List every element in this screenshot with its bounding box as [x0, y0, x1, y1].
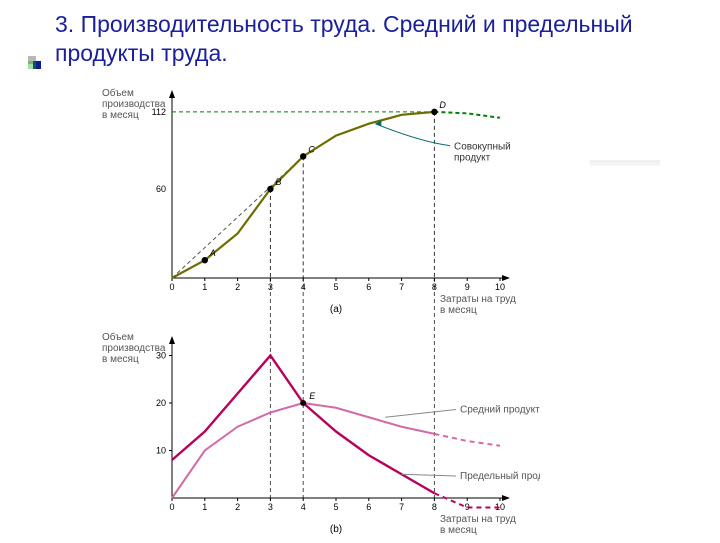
svg-text:C: C — [308, 144, 315, 154]
svg-text:(a): (a) — [330, 304, 342, 315]
svg-text:9: 9 — [465, 282, 470, 292]
decorative-smudge — [590, 160, 660, 166]
svg-text:7: 7 — [399, 502, 404, 512]
svg-text:E: E — [309, 391, 316, 401]
svg-text:Предельный продукт: Предельный продукт — [460, 471, 540, 482]
svg-text:1: 1 — [202, 282, 207, 292]
svg-text:в месяц: в месяц — [440, 305, 477, 316]
svg-text:8: 8 — [432, 502, 437, 512]
svg-text:производства: производства — [102, 343, 166, 354]
svg-text:10: 10 — [495, 282, 505, 292]
accent-sq-3 — [28, 61, 36, 69]
slide-bullet-accent — [28, 56, 42, 70]
svg-text:1: 1 — [202, 502, 207, 512]
svg-text:0: 0 — [169, 282, 174, 292]
svg-text:D: D — [439, 100, 446, 110]
slide-title: 3. Производительность труда. Средний и п… — [55, 10, 675, 68]
svg-text:Средний продукт: Средний продукт — [460, 405, 540, 416]
svg-text:60: 60 — [156, 184, 166, 194]
svg-text:7: 7 — [399, 282, 404, 292]
svg-text:в месяц: в месяц — [102, 110, 139, 121]
svg-text:Затраты на труд: Затраты на труд — [440, 294, 516, 305]
svg-text:0: 0 — [169, 502, 174, 512]
svg-text:4: 4 — [301, 502, 306, 512]
svg-text:Объем: Объем — [102, 331, 134, 343]
charts-svg: 01234567891060112Объемпроизводствав меся… — [100, 78, 540, 538]
svg-text:6: 6 — [366, 282, 371, 292]
svg-text:5: 5 — [333, 502, 338, 512]
svg-text:в месяц: в месяц — [440, 525, 477, 536]
svg-text:5: 5 — [333, 282, 338, 292]
svg-text:(b): (b) — [330, 524, 342, 535]
svg-text:в месяц: в месяц — [102, 354, 139, 365]
charts-container: 01234567891060112Объемпроизводствав меся… — [100, 78, 540, 538]
svg-text:продукт: продукт — [454, 153, 491, 164]
svg-text:6: 6 — [366, 502, 371, 512]
svg-text:Объем: Объем — [102, 87, 134, 99]
svg-text:производства: производства — [102, 99, 166, 110]
svg-text:3: 3 — [268, 502, 273, 512]
svg-text:Затраты на труд: Затраты на труд — [440, 514, 516, 525]
svg-text:2: 2 — [235, 502, 240, 512]
svg-text:2: 2 — [235, 282, 240, 292]
svg-text:Совокупный: Совокупный — [454, 142, 511, 153]
svg-text:10: 10 — [156, 446, 166, 456]
svg-text:B: B — [275, 177, 281, 187]
svg-text:A: A — [209, 248, 216, 258]
svg-text:20: 20 — [156, 398, 166, 408]
